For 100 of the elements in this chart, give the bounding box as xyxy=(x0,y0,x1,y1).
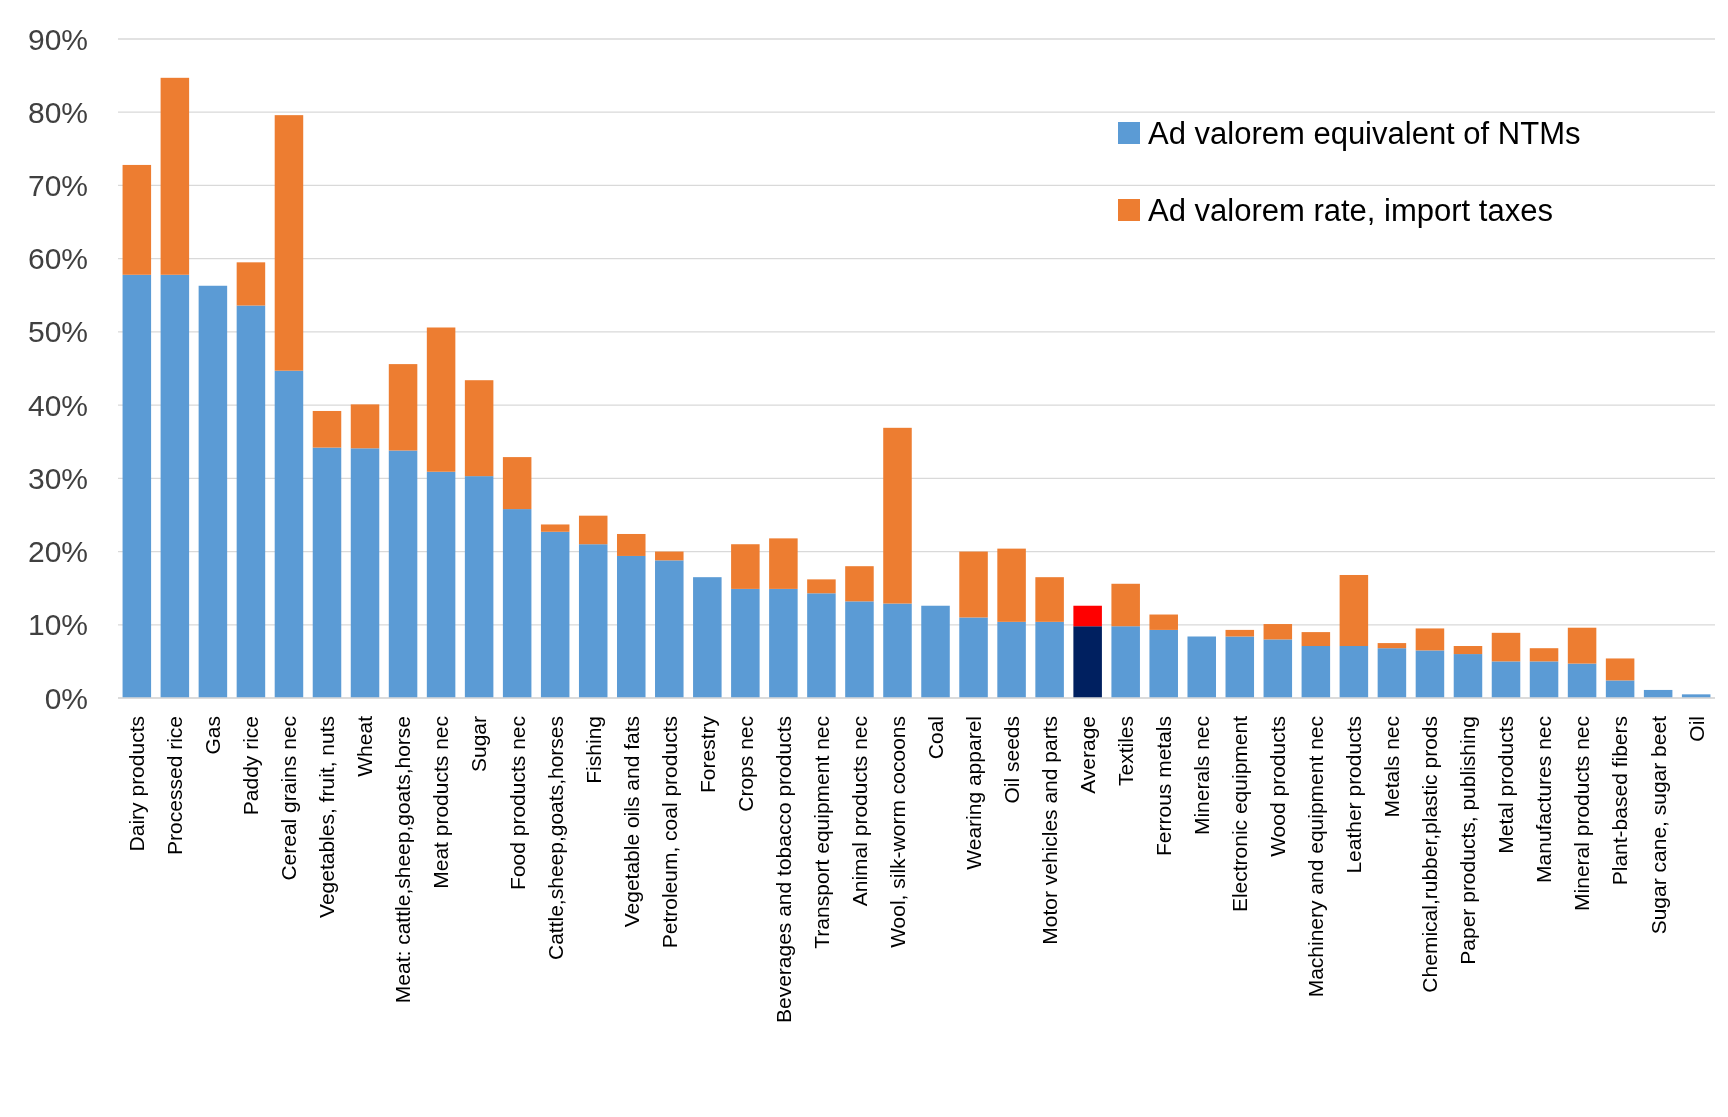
bar xyxy=(1035,621,1064,698)
bar xyxy=(274,370,304,698)
bar xyxy=(1529,661,1559,698)
bar xyxy=(807,593,836,698)
y-tick-label: 40% xyxy=(27,388,88,422)
bar xyxy=(1149,629,1178,698)
x-tick-label: Manufactures nec xyxy=(1532,716,1556,883)
x-tick-label: Sugar xyxy=(467,716,491,773)
bar xyxy=(426,327,456,472)
x-tick-label: Coal xyxy=(923,716,947,760)
bar xyxy=(426,471,456,698)
bar xyxy=(502,457,532,510)
bar xyxy=(1225,636,1255,698)
x-tick-label: Meat: cattle,sheep,goats,horse xyxy=(391,716,415,1004)
bar xyxy=(1605,680,1635,698)
x-tick-label: Food products nec xyxy=(505,716,529,890)
bar xyxy=(921,605,950,698)
bar xyxy=(464,380,494,477)
bar xyxy=(1073,626,1102,698)
bar xyxy=(1263,639,1293,698)
bar xyxy=(769,588,798,698)
bar xyxy=(1263,624,1293,640)
bar xyxy=(350,404,380,449)
bar xyxy=(236,262,266,306)
bar xyxy=(1377,648,1407,698)
x-tick-label: Mineral products nec xyxy=(1570,716,1594,911)
bar xyxy=(997,621,1026,698)
bar xyxy=(1149,614,1178,630)
bar xyxy=(959,551,988,618)
x-tick-label: Plant-based fibers xyxy=(1608,716,1632,886)
bar xyxy=(845,601,874,698)
y-tick-label: 20% xyxy=(27,535,88,569)
bar xyxy=(1301,646,1331,698)
x-tick-label: Average xyxy=(1076,716,1099,794)
x-tick-label: Metal products xyxy=(1494,716,1518,854)
bar xyxy=(464,476,494,698)
y-tick-label: 90% xyxy=(27,22,88,56)
bar xyxy=(845,566,874,602)
x-tick-label: Vegetable oils and fats xyxy=(619,716,643,928)
bar xyxy=(959,617,988,698)
bar xyxy=(388,364,418,451)
bar xyxy=(693,577,722,698)
bar xyxy=(655,551,684,561)
x-tick-label: Transport equipment nec xyxy=(809,716,833,949)
x-tick-label: Ferrous metals xyxy=(1152,716,1176,857)
x-tick-label: Forestry xyxy=(695,715,719,794)
bar xyxy=(731,544,760,589)
bar xyxy=(997,548,1026,622)
x-tick-label: Dairy products xyxy=(125,716,149,852)
bar xyxy=(1035,577,1064,622)
bar xyxy=(312,410,342,448)
y-tick-label: 60% xyxy=(27,242,88,276)
x-tick-label: Paddy rice xyxy=(239,716,263,816)
bar xyxy=(160,77,190,275)
x-tick-label: Electronic equipment xyxy=(1228,715,1252,913)
x-tick-label: Metals nec xyxy=(1380,716,1404,818)
y-tick-label: 80% xyxy=(27,95,88,129)
x-tick-label: Cereal grains nec xyxy=(277,716,301,881)
x-tick-label: Processed rice xyxy=(163,716,187,855)
x-tick-label: Wool, silk-worm cocoons xyxy=(885,716,909,948)
bar xyxy=(388,450,418,698)
x-tick-label: Leather products xyxy=(1342,716,1366,874)
bar xyxy=(1301,632,1331,647)
bar xyxy=(1415,650,1445,698)
bar xyxy=(1567,627,1597,664)
bar xyxy=(1491,632,1521,662)
bar xyxy=(1339,574,1369,647)
bar xyxy=(350,448,380,698)
bar xyxy=(655,560,684,698)
bar xyxy=(616,533,646,556)
x-tick-label: Textiles xyxy=(1114,716,1138,787)
x-tick-label: Petroleum, coal products xyxy=(657,716,681,949)
bar xyxy=(578,515,608,545)
bar xyxy=(1605,658,1635,681)
x-tick-label: Motor vehicles and parts xyxy=(1037,716,1061,945)
bar xyxy=(122,164,152,275)
y-tick-label: 0% xyxy=(44,681,88,715)
y-tick-label: 10% xyxy=(27,608,88,642)
legend-label: Ad valorem equivalent of NTMs xyxy=(1148,115,1581,151)
bar xyxy=(769,538,798,589)
bar xyxy=(883,427,912,604)
y-tick-label: 30% xyxy=(27,461,88,495)
x-tick-label: Vegetables, fruit, nuts xyxy=(315,716,339,918)
bar xyxy=(731,588,760,698)
bar xyxy=(1491,661,1521,698)
bar xyxy=(1453,646,1483,655)
x-tick-label: Minerals nec xyxy=(1190,716,1214,836)
bar xyxy=(540,524,570,532)
x-tick-label: Wood products xyxy=(1266,716,1290,857)
x-tick-label: Chemical,rubber,plastic prods xyxy=(1418,716,1442,993)
bar xyxy=(502,509,532,698)
x-tick-label: Oil seeds xyxy=(999,716,1023,804)
bar xyxy=(1111,583,1140,627)
x-tick-label: Cattle,sheep,goats,horses xyxy=(543,716,567,960)
x-tick-label: Animal products nec xyxy=(847,716,871,907)
bar xyxy=(1187,636,1216,698)
x-tick-label: Crops nec xyxy=(733,716,757,812)
x-tick-label: Meat products nec xyxy=(429,716,453,889)
x-tick-label: Beverages and tobacco products xyxy=(771,716,795,1024)
bar xyxy=(883,603,912,698)
